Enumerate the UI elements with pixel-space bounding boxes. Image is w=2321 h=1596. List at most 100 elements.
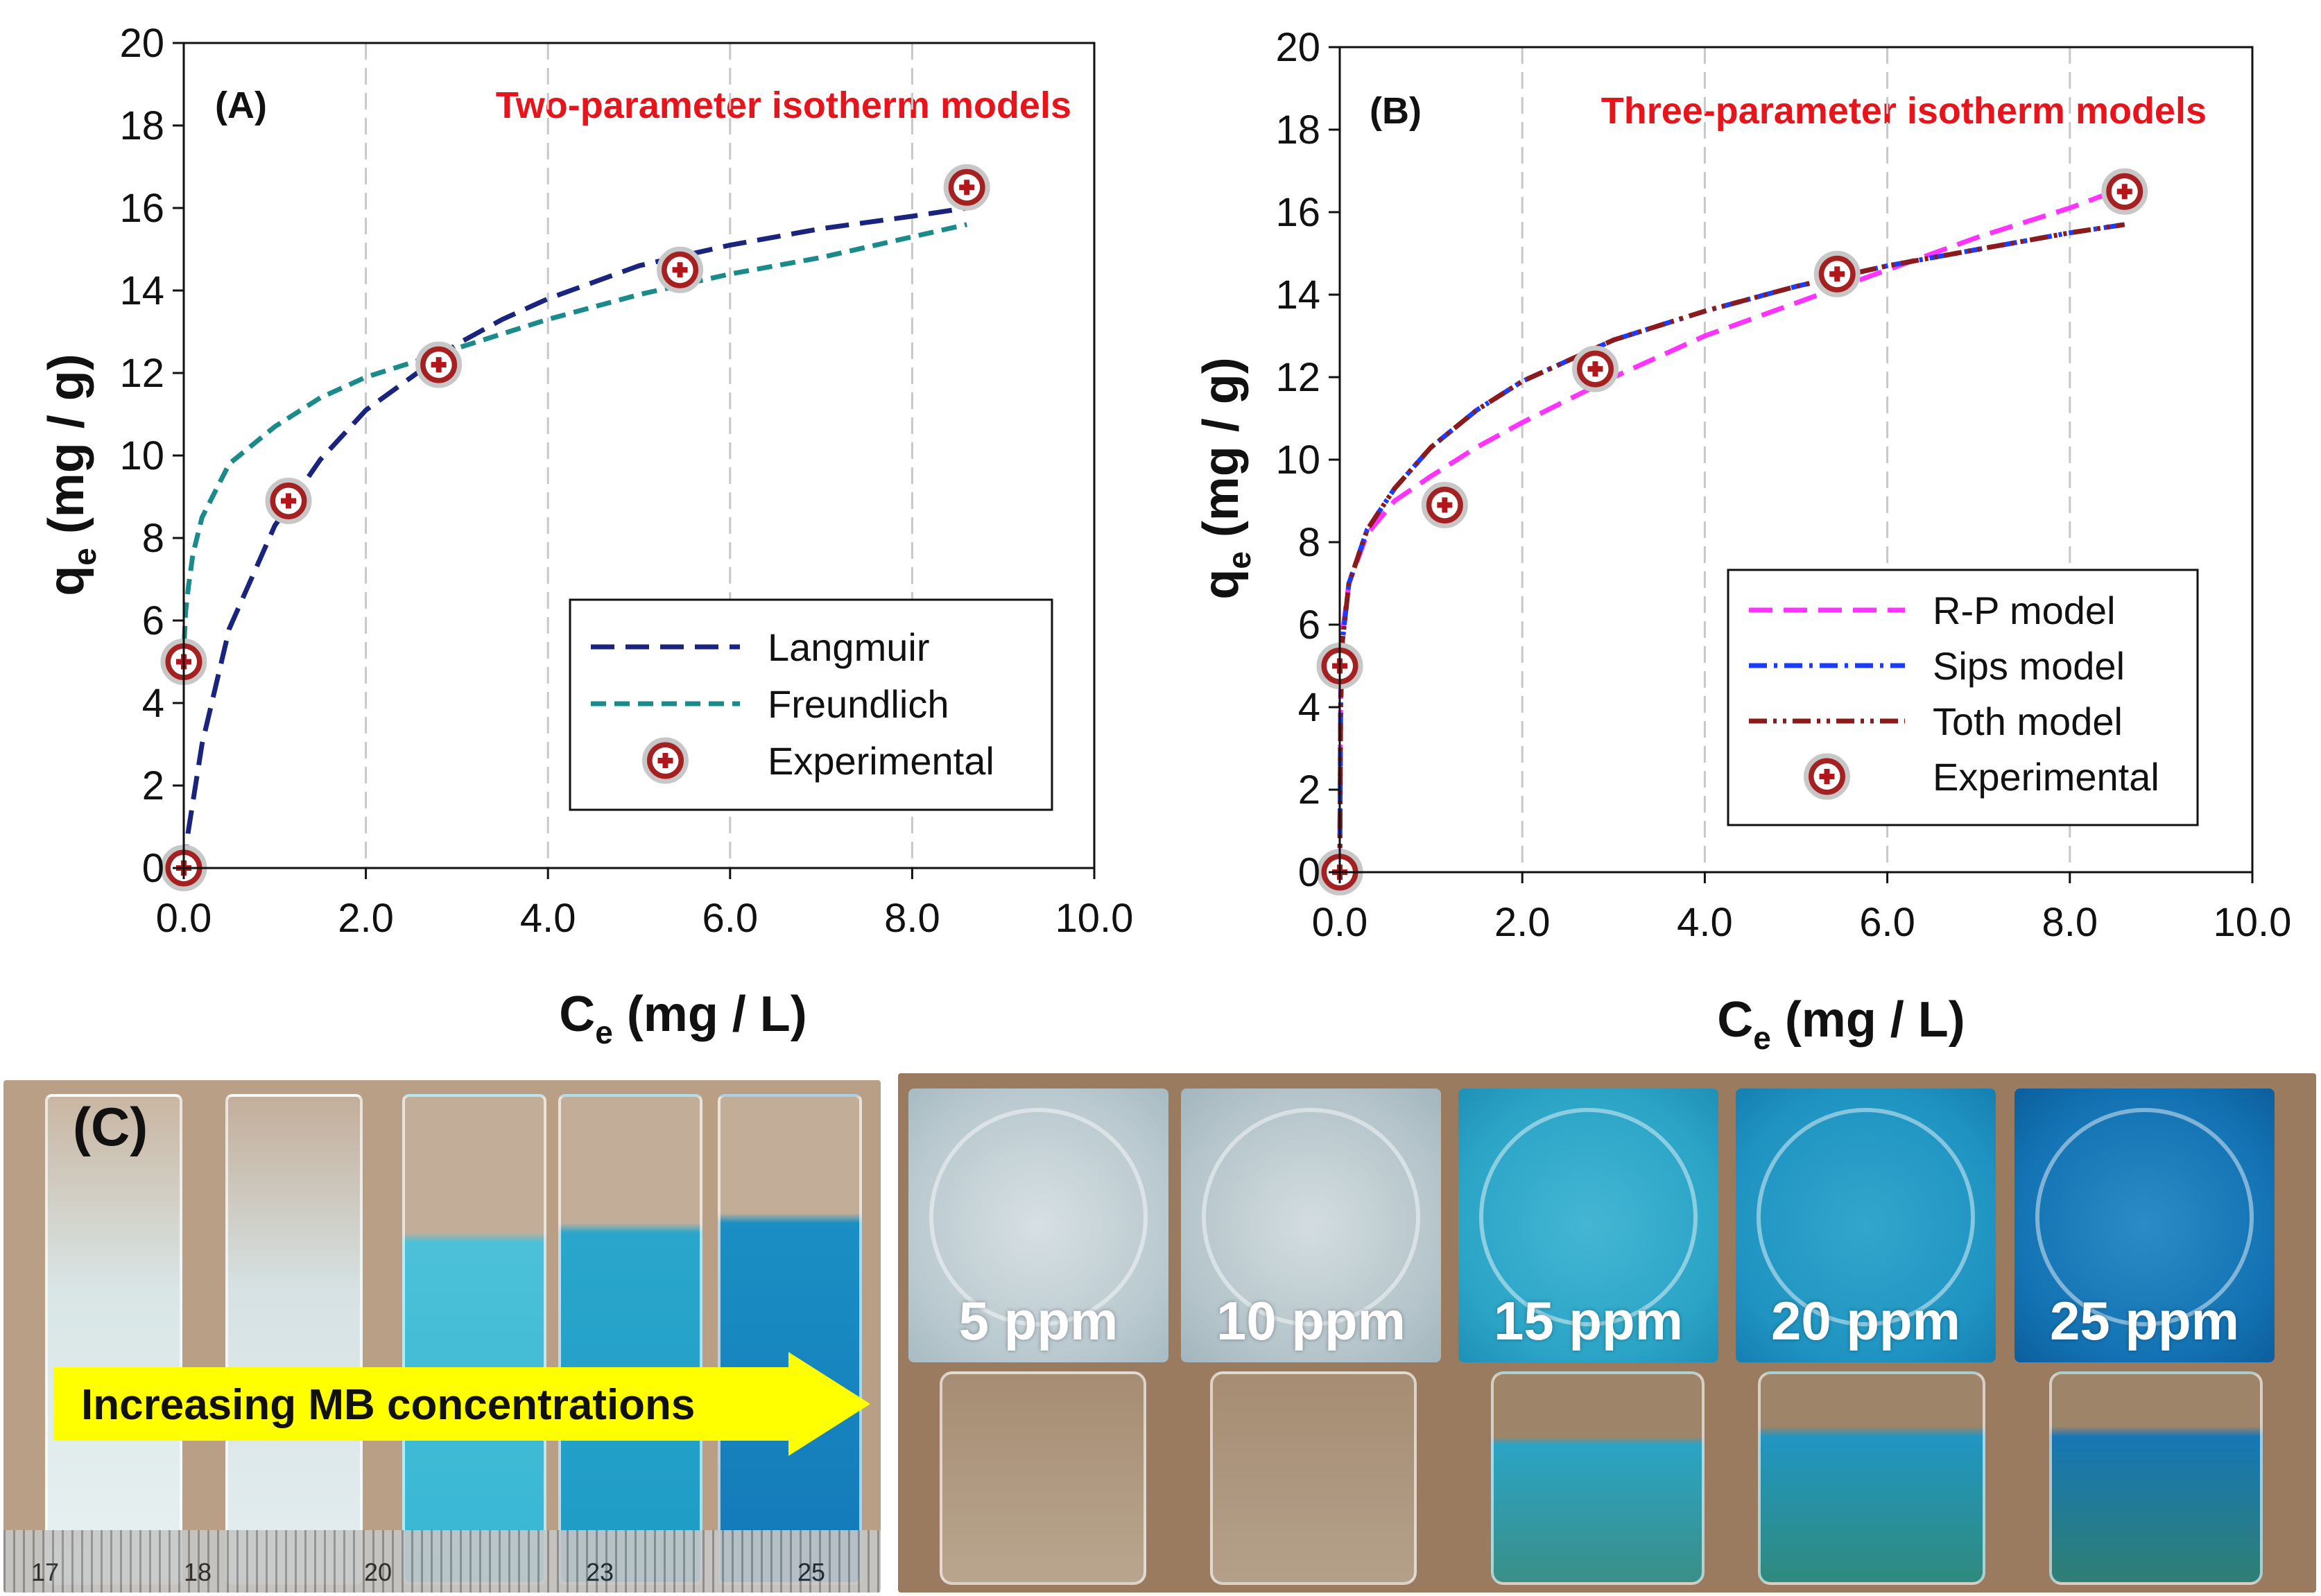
legend-label: R-P model — [1933, 589, 2116, 632]
chart-panel-a: (A) Two-parameter isotherm models 0.0 2.0… — [39, 21, 1134, 1050]
experimental-point — [1421, 481, 1468, 528]
legend-label: Experimental — [768, 739, 994, 783]
legend-label: Toth model — [1933, 700, 2123, 743]
legend-marker — [1804, 753, 1850, 800]
cuvette-2 — [225, 1094, 363, 1585]
ruler-tick-25: 25 — [797, 1558, 826, 1586]
conc-label-5: 5 ppm — [958, 1290, 1119, 1351]
plot-frame — [182, 42, 1096, 869]
ruler-tick-23: 23 — [586, 1558, 614, 1586]
y-tick-label: 12 — [119, 351, 164, 396]
langmuir-curve — [181, 205, 967, 869]
x-tick-label: 10.0 — [1055, 896, 1134, 941]
dish-5ppm: 5 ppm — [908, 1088, 1168, 1362]
experimental-point — [415, 341, 463, 388]
cuvette-1 — [45, 1094, 182, 1585]
vial-1 — [940, 1371, 1146, 1585]
cuvette-3 — [402, 1094, 546, 1585]
y-tick-label: 14 — [119, 268, 164, 313]
cuvette-photo: 17 18 20 23 25 — [3, 1080, 881, 1593]
legend-marker — [642, 737, 689, 784]
cuvette-4 — [558, 1094, 702, 1585]
x-tick-label: 0.0 — [156, 896, 212, 941]
y-tick-label: 16 — [119, 186, 164, 231]
dish-photo: 5 ppm 10 ppm 15 ppm 20 ppm 25 ppm — [898, 1073, 2316, 1593]
y-tick-label: 20 — [119, 21, 164, 66]
dish-10ppm: 10 ppm — [1181, 1088, 1441, 1362]
arrow-label: Increasing MB concentrations — [81, 1381, 695, 1429]
y-tick-label: 12 — [1275, 355, 1320, 400]
y-tick-label: 4 — [142, 681, 164, 726]
experimental-point — [657, 246, 704, 293]
y-tick-label: 0 — [142, 846, 164, 891]
legend-label: Experimental — [1933, 755, 2159, 799]
experimental-point — [1571, 345, 1619, 392]
toth-model-curve — [1337, 222, 2125, 873]
ruler-tick-20: 20 — [364, 1558, 392, 1586]
legend-label: Sips model — [1933, 644, 2125, 688]
x-axis-title: Ce (mg / L) — [559, 987, 807, 1050]
panel-b-label: (B) — [1370, 90, 1422, 132]
dish-25ppm: 25 ppm — [2014, 1088, 2275, 1362]
y-axis-title: qe (mg / g) — [39, 354, 103, 596]
dish-rim — [1479, 1108, 1698, 1326]
y-tick-label: 8 — [142, 516, 164, 561]
x-axis-title: Ce (mg / L) — [1717, 992, 1965, 1056]
y-tick-label: 18 — [1275, 107, 1320, 153]
experimental-point — [1813, 250, 1861, 297]
chart-panel-b: (B) Three-parameter isotherm models 0.0 2… — [1193, 25, 2291, 1056]
x-tick-label: 8.0 — [2042, 900, 2098, 945]
x-tick-label: 4.0 — [1677, 900, 1733, 945]
dish-rim — [2035, 1108, 2254, 1326]
y-tick-label: 16 — [1275, 190, 1320, 235]
dish-rim — [1757, 1108, 1975, 1326]
y-tick-label: 18 — [119, 103, 164, 148]
dish-rim — [929, 1108, 1148, 1326]
y-tick-label: 6 — [142, 598, 164, 643]
y-tick-label: 0 — [1298, 850, 1320, 895]
y-tick-label: 10 — [119, 433, 164, 478]
y-tick-label: 2 — [1298, 767, 1320, 813]
vial-3 — [1491, 1371, 1705, 1585]
y-tick-label: 14 — [1275, 272, 1320, 318]
ruler-tick-17: 17 — [31, 1558, 60, 1586]
vial-5 — [2049, 1371, 2263, 1585]
y-tick-label: 4 — [1298, 685, 1320, 730]
cuvette-5 — [718, 1094, 862, 1585]
increasing-arrow: Increasing MB concentrations — [53, 1352, 870, 1456]
x-tick-label: 2.0 — [1494, 900, 1551, 945]
panel-a-label: (A) — [215, 85, 267, 126]
y-tick-label: 6 — [1298, 602, 1320, 648]
x-tick-label: 8.0 — [884, 896, 940, 941]
vial-2 — [1210, 1371, 1417, 1585]
legend-label: Freundlich — [768, 682, 949, 726]
x-tick-label: 6.0 — [1859, 900, 1915, 945]
panel-c-label: (C) — [73, 1096, 148, 1157]
dish-rim — [1202, 1108, 1420, 1326]
conc-label-10: 10 ppm — [1216, 1290, 1406, 1351]
y-tick-label: 8 — [1298, 520, 1320, 565]
ruler: 17 18 20 23 25 — [3, 1530, 881, 1593]
plot-frame — [1338, 46, 2254, 874]
x-tick-label: 4.0 — [520, 896, 576, 941]
experimental-point — [943, 164, 990, 211]
legend-label: Langmuir — [768, 625, 929, 669]
panel-b-title: Three-parameter isotherm models — [1601, 90, 2207, 132]
experimental-point — [2101, 168, 2148, 215]
conc-label-15: 15 ppm — [1493, 1290, 1684, 1351]
conc-label-25: 25 ppm — [2049, 1290, 2240, 1351]
y-axis-title: qe (mg / g) — [1193, 357, 1257, 600]
dish-20ppm: 20 ppm — [1736, 1088, 1996, 1362]
panel-a-title: Two-parameter isotherm models — [496, 85, 1071, 126]
dish-15ppm: 15 ppm — [1458, 1088, 1718, 1362]
arrow-shape — [53, 1352, 870, 1456]
y-tick-label: 20 — [1275, 25, 1320, 70]
vial-4 — [1758, 1371, 1985, 1585]
ruler-tick-18: 18 — [184, 1558, 212, 1586]
experimental-point — [265, 477, 312, 524]
y-tick-label: 2 — [142, 763, 164, 808]
conc-label-20: 20 ppm — [1770, 1290, 1961, 1351]
y-tick-label: 10 — [1275, 437, 1320, 483]
x-tick-label: 0.0 — [1312, 900, 1368, 945]
x-tick-label: 2.0 — [338, 896, 394, 941]
